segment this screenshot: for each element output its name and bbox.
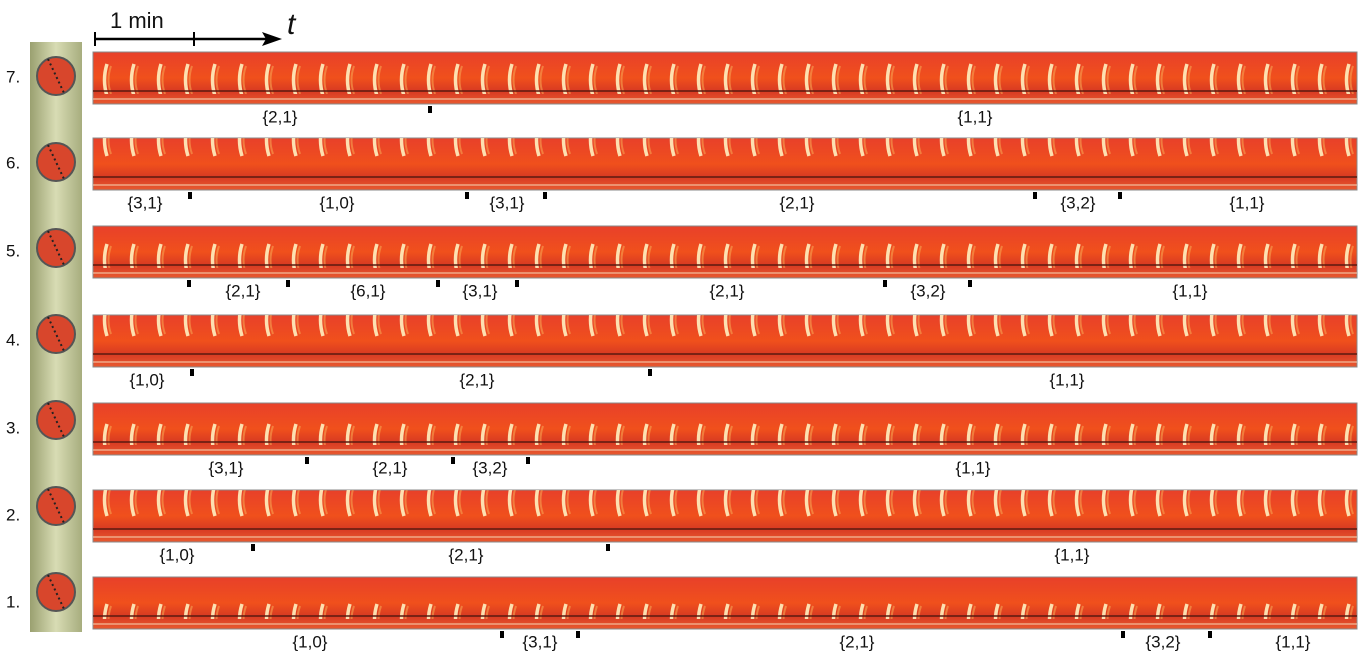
segment-label: {2,1} [263,107,298,126]
droplet [37,57,75,95]
segment-label: {1,1} [956,458,991,477]
transition-marker [436,280,440,287]
transition-marker [576,631,580,638]
segment-label: {2,1} [710,281,745,300]
transition-marker [451,457,455,464]
segment-label: {3,2} [473,458,508,477]
transition-marker [187,280,191,287]
droplet [37,487,75,525]
transition-marker [968,280,972,287]
kymograph-stripes [93,138,1357,180]
segment-label: {1,0} [320,193,355,212]
transition-marker [188,192,192,199]
transition-marker [190,369,194,376]
segment-label: {1,1} [1173,281,1208,300]
row-label: 2. [6,505,20,524]
segment-label: {3,1} [209,458,244,477]
segment-label: {6,1} [351,281,386,300]
segment-label: {1,1} [958,107,993,126]
segment-label: {1,0} [130,370,165,389]
figure: 1 min t 7. {2,1} {1,1} 6. {3,1} {1,0} {3,1} {2,… [0,0,1359,654]
segment-label: {2,1} [226,281,261,300]
segment-label: {3,1} [463,281,498,300]
scale-bar-label: 1 min [110,8,164,33]
row-label: 3. [6,418,20,437]
transition-marker [526,457,530,464]
segment-label: {3,2} [1146,632,1181,651]
kymograph-stripes [93,490,1357,532]
segment-label: {2,1} [449,545,484,564]
transition-marker [500,631,504,638]
transition-marker [648,369,652,376]
transition-marker [543,192,547,199]
transition-marker [606,544,610,551]
droplet [37,229,75,267]
kymograph-stripes [93,226,1357,268]
transition-marker [883,280,887,287]
droplet [37,143,75,181]
segment-label: {3,2} [911,281,946,300]
kymograph-stripes [93,577,1357,619]
time-axis-label: t [287,8,297,41]
transition-marker [1208,631,1212,638]
droplet [37,401,75,439]
row-label: 6. [6,153,20,172]
transition-marker [465,192,469,199]
segment-label: {1,1} [1050,370,1085,389]
segment-label: {2,1} [460,370,495,389]
segment-label: {2,1} [780,193,815,212]
droplet [37,315,75,353]
segment-label: {3,1} [523,632,558,651]
row-label: 4. [6,330,20,349]
transition-marker [1121,631,1125,638]
segment-label: {3,1} [490,193,525,212]
segment-label: {3,1} [128,193,163,212]
segment-label: {2,1} [373,458,408,477]
kymograph-stripes [93,315,1357,357]
segment-label: {1,0} [293,632,328,651]
segment-label: {2,1} [840,632,875,651]
transition-marker [1118,192,1122,199]
row-label: 1. [6,592,20,611]
transition-marker [251,544,255,551]
transition-marker [305,457,309,464]
transition-marker [286,280,290,287]
row-label: 5. [6,241,20,260]
kymographs: 7. {2,1} {1,1} 6. {3,1} {1,0} {3,1} {2,1} {3,2} {… [6,52,1357,651]
row-label: 7. [6,67,20,86]
transition-marker [428,106,432,113]
segment-label: {1,0} [160,545,195,564]
transition-marker [515,280,519,287]
transition-marker [1033,192,1037,199]
kymograph-stripes [93,403,1357,445]
segment-label: {3,2} [1061,193,1096,212]
kymograph-stripes [93,52,1357,94]
segment-label: {1,1} [1276,632,1311,651]
segment-label: {1,1} [1055,545,1090,564]
segment-label: {1,1} [1230,193,1265,212]
droplet [37,573,75,611]
